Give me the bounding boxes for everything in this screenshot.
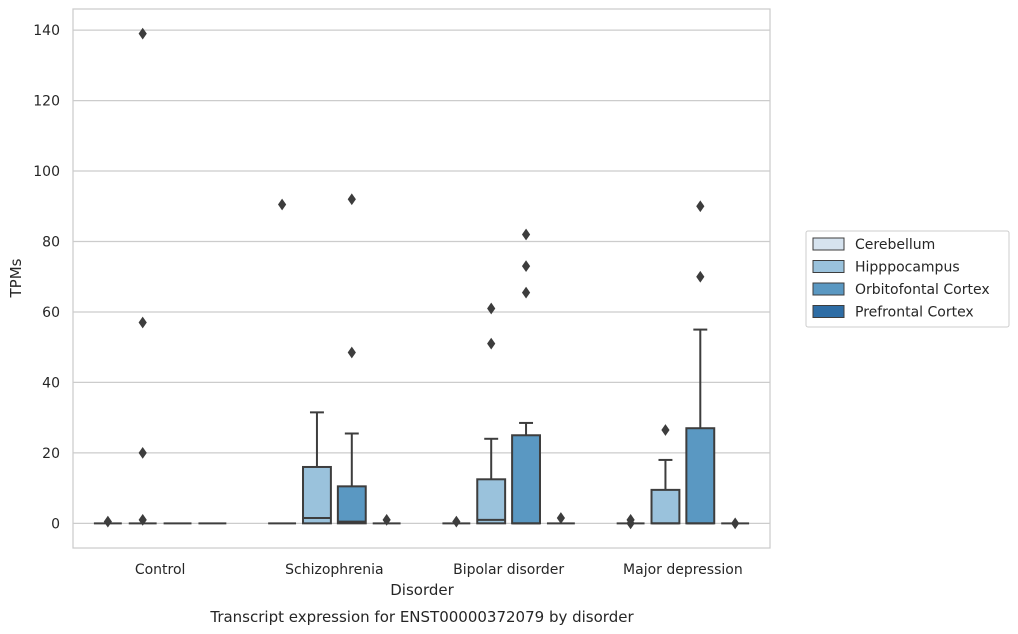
series-hipppocampus xyxy=(128,27,681,526)
box-group xyxy=(372,513,401,526)
outlier-point xyxy=(731,517,740,530)
box xyxy=(511,434,541,525)
y-tick-label: 80 xyxy=(42,235,60,251)
y-tick-label: 0 xyxy=(51,516,60,532)
outlier-point xyxy=(696,200,705,213)
outlier-point xyxy=(521,228,531,241)
x-tick-label: Bipolar disorder xyxy=(453,562,564,578)
box-group xyxy=(476,302,507,525)
legend-swatch xyxy=(812,260,845,273)
box xyxy=(476,478,507,525)
chart-title: Transcript expression for ENST0000037207… xyxy=(209,608,634,626)
box-group xyxy=(442,515,471,528)
outlier-point xyxy=(487,337,496,350)
outlier-point xyxy=(556,512,566,524)
outlier-point xyxy=(696,270,705,283)
outlier-point xyxy=(382,513,391,526)
y-tick-label: 120 xyxy=(33,94,60,110)
series-cerebellum xyxy=(93,198,645,530)
box-group xyxy=(685,200,716,525)
box xyxy=(650,488,681,525)
x-tick-label: Control xyxy=(135,562,186,578)
legend-swatch xyxy=(812,237,845,251)
outlier-point xyxy=(626,513,635,526)
box-group xyxy=(650,424,681,525)
outlier-point xyxy=(103,515,112,528)
box xyxy=(685,427,716,525)
outlier-point xyxy=(347,346,356,359)
box-group xyxy=(511,228,541,525)
y-tick-label: 60 xyxy=(42,305,60,321)
outlier-point xyxy=(347,193,356,206)
outlier-point xyxy=(138,27,147,40)
outlier-point xyxy=(661,424,670,436)
box-group xyxy=(302,411,332,525)
y-tick-label: 140 xyxy=(33,23,60,39)
outlier-point xyxy=(138,513,147,526)
legend: Cerebellum Hipppocampus Orbitofontal Corte… xyxy=(805,230,1010,328)
outlier-point xyxy=(521,286,531,299)
y-tick-label: 40 xyxy=(42,375,60,391)
outlier-point xyxy=(138,447,147,459)
y-tick-label: 100 xyxy=(33,164,60,180)
series-orbitofontal-cortex xyxy=(163,193,716,525)
x-axis-ticks: Control Schizophrenia Bipolar disorder Majo… xyxy=(135,562,743,578)
legend-swatch xyxy=(812,282,845,296)
box-plot-series xyxy=(93,27,750,530)
x-axis-label: Disorder xyxy=(390,581,454,599)
outlier-point xyxy=(277,198,287,211)
box-group xyxy=(336,193,367,525)
legend-label: Prefrontal Cortex xyxy=(855,305,974,321)
legend-label: Hipppocampus xyxy=(855,260,960,276)
box-group xyxy=(721,517,750,530)
box-group xyxy=(546,512,575,525)
outlier-point xyxy=(138,316,147,329)
series-prefrontal-cortex xyxy=(198,512,750,530)
box xyxy=(336,485,367,525)
outlier-point xyxy=(452,515,461,528)
x-tick-label: Major depression xyxy=(623,562,743,578)
box-group xyxy=(93,515,122,528)
plot-frame xyxy=(72,8,771,549)
box-group xyxy=(268,198,297,525)
box-group xyxy=(128,27,157,526)
legend-swatch xyxy=(812,305,845,318)
outlier-point xyxy=(521,260,531,273)
x-tick-label: Schizophrenia xyxy=(285,562,383,578)
legend-label: Cerebellum xyxy=(855,237,935,253)
legend-label: Orbitofontal Cortex xyxy=(855,282,990,298)
outlier-point xyxy=(487,302,496,315)
legend-frame xyxy=(805,230,1010,328)
y-tick-label: 20 xyxy=(42,446,60,462)
box-group xyxy=(616,513,645,530)
y-axis-label: TPMs xyxy=(7,258,25,298)
box xyxy=(302,465,332,525)
y-axis-ticks: 0 20 40 60 80 100 120 140 xyxy=(33,23,60,532)
